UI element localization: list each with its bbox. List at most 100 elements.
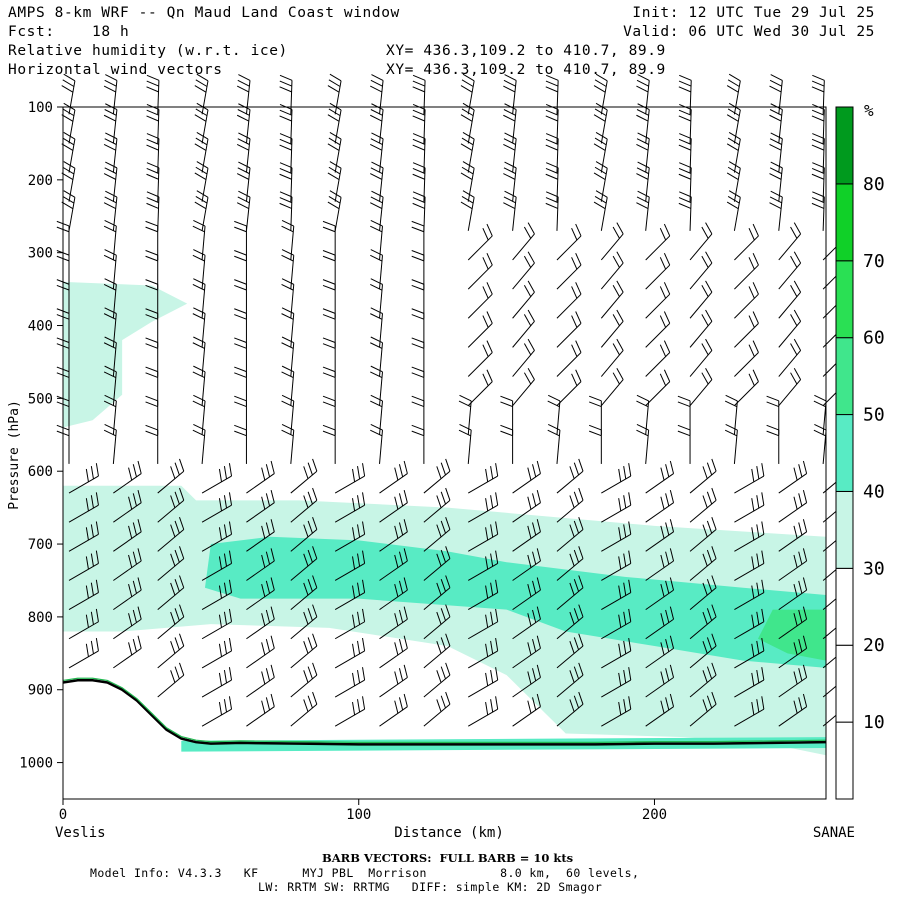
wind-barb	[412, 162, 426, 202]
wind-barb	[778, 338, 802, 377]
wind-barb	[512, 368, 535, 406]
y-tick-label: 100	[28, 100, 53, 116]
wind-barb	[411, 366, 425, 406]
y-tick-label: 600	[28, 464, 53, 480]
wind-barb	[194, 161, 209, 202]
wind-barb	[556, 311, 582, 348]
wind-barb	[234, 337, 247, 377]
wind-barb	[778, 251, 802, 290]
wind-barb	[61, 131, 76, 173]
colorbar-bin	[835, 644, 854, 723]
wind-barb	[500, 395, 514, 435]
wind-barb	[645, 369, 671, 407]
wind-barb	[545, 191, 559, 231]
y-tick-label: 900	[28, 683, 53, 699]
wind-barb	[423, 575, 451, 610]
plot-frame	[62, 106, 827, 800]
y-axis-label: Pressure (hPa)	[7, 400, 22, 510]
wind-barb	[411, 395, 425, 435]
wind-barb	[236, 190, 251, 231]
colorbar-bin	[835, 337, 854, 416]
wind-barb	[234, 220, 247, 260]
surface-moist-edge	[62, 677, 827, 743]
wind-barb	[556, 253, 582, 290]
wind-barb	[334, 579, 366, 611]
wind-barb	[379, 460, 408, 494]
field-name-wind: Horizontal wind vectors	[8, 62, 223, 78]
wind-barb	[246, 577, 275, 611]
wind-barb	[423, 691, 451, 727]
wind-barb	[467, 696, 499, 727]
wind-barb	[157, 517, 185, 552]
wind-barb	[601, 492, 632, 523]
colorbar-label: 80	[863, 174, 885, 195]
wind-barb	[423, 517, 451, 552]
init-time: Init: 12 UTC Tue 29 Jul 25	[632, 5, 875, 21]
wind-barb	[778, 280, 802, 319]
wind-barb	[636, 423, 650, 464]
cross-section-coords-2: XY= 436.3,109.2 to 410.7, 89.9	[386, 62, 666, 78]
wind-barb	[194, 73, 209, 115]
wind-barb	[726, 131, 741, 173]
wind-barb	[512, 606, 541, 640]
wind-barb	[678, 133, 692, 173]
wind-barb	[689, 309, 713, 348]
wind-barb	[411, 250, 425, 290]
wind-barb	[512, 460, 541, 494]
wind-barb	[145, 279, 159, 319]
wind-barb	[689, 517, 717, 552]
wind-barb	[192, 423, 206, 464]
wind-barb	[246, 664, 275, 698]
y-tick-label: 800	[28, 610, 53, 626]
wind-barb	[145, 250, 159, 290]
wind-barb	[322, 395, 336, 435]
y-tick-label: 1000	[19, 756, 53, 772]
wind-barb	[778, 664, 808, 698]
wind-barb	[556, 575, 584, 610]
wind-barb	[778, 368, 802, 406]
y-axis: 100 200 300 400 500 600 700 800 900 1000	[19, 100, 63, 772]
wind-barb	[601, 637, 632, 669]
wind-barb	[246, 606, 275, 640]
wind-barb	[246, 693, 275, 727]
wind-barb	[246, 548, 275, 581]
wind-barb	[467, 253, 493, 290]
wind-barb	[379, 548, 408, 581]
wind-barb	[68, 521, 99, 552]
wind-barb	[512, 222, 535, 261]
wind-barb	[512, 251, 535, 290]
wind-barb	[467, 608, 499, 640]
wind-barb	[322, 279, 336, 319]
wind-barb	[201, 550, 233, 581]
wind-barb	[157, 575, 185, 610]
colorbar-bin	[835, 721, 854, 800]
wind-barb	[645, 340, 671, 377]
wind-barb	[334, 492, 366, 523]
wind-barb	[689, 633, 717, 669]
wind-barb	[601, 550, 632, 581]
wind-barb	[334, 696, 366, 727]
wind-barb	[467, 637, 499, 669]
wind-barb	[246, 635, 275, 669]
wind-barb	[645, 548, 675, 581]
wind-barb	[379, 693, 408, 727]
wind-barb	[734, 253, 759, 290]
wind-barb	[460, 161, 475, 202]
wind-barb	[460, 190, 475, 231]
wind-barb	[689, 487, 717, 523]
wind-barb	[734, 550, 765, 581]
wind-barb	[290, 633, 318, 669]
wind-barb	[334, 521, 366, 552]
wind-barb	[467, 340, 493, 377]
wind-barb	[145, 424, 159, 464]
wind-barb	[467, 311, 493, 348]
wind-barb	[290, 691, 318, 727]
wind-barb	[645, 519, 675, 552]
wind-barb	[766, 395, 780, 435]
wind-barb	[246, 489, 275, 523]
wind-barb	[145, 395, 159, 435]
wind-barb	[600, 309, 624, 348]
wind-barb	[327, 73, 342, 115]
x-tick-label: 200	[642, 807, 667, 823]
